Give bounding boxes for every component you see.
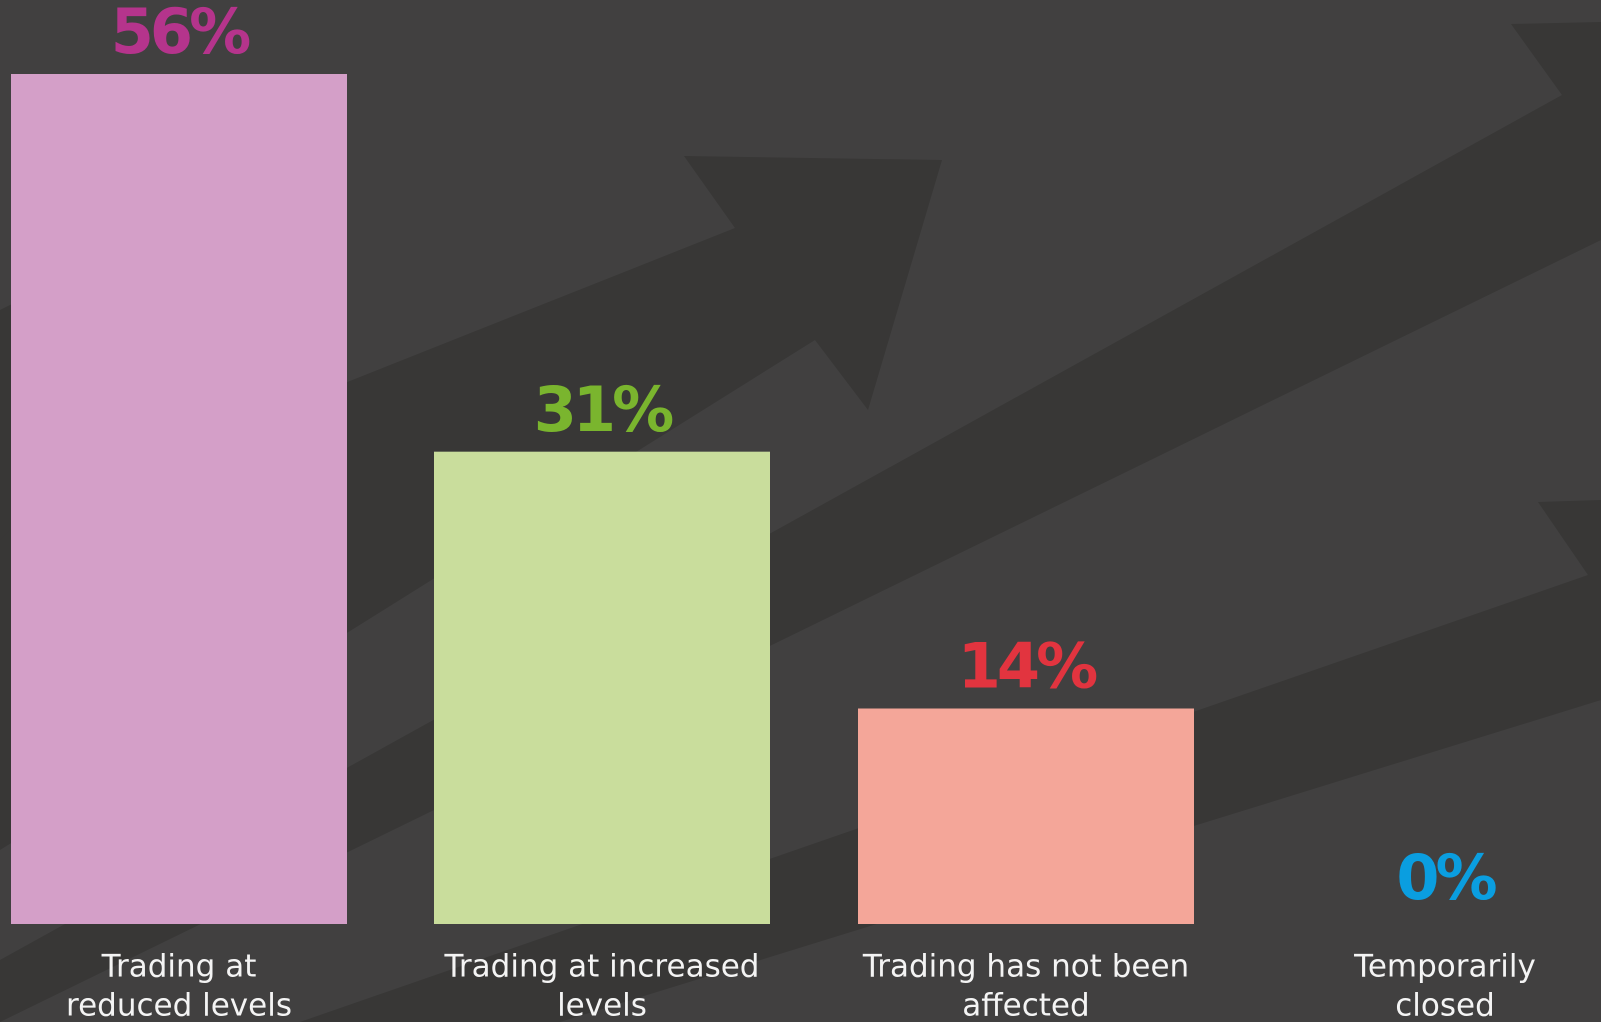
category-label: Temporarily: [1353, 949, 1536, 985]
bar: [11, 74, 347, 924]
category-label: reduced levels: [66, 988, 292, 1022]
bar: [434, 451, 770, 924]
value-label: 56%: [111, 0, 250, 68]
bar: [858, 708, 1194, 924]
category-label: Trading at: [101, 949, 257, 985]
background-arrow: [300, 500, 1601, 1022]
background-arrow: [0, 22, 1601, 1022]
value-label: 31%: [534, 373, 673, 446]
category-label: affected: [962, 988, 1089, 1022]
category-label: Trading at increased: [444, 949, 760, 985]
value-label: 0%: [1396, 841, 1496, 914]
category-label: Trading has not been: [862, 949, 1189, 985]
value-label: 14%: [958, 630, 1097, 703]
category-label: closed: [1395, 988, 1495, 1022]
category-label: levels: [557, 988, 647, 1022]
